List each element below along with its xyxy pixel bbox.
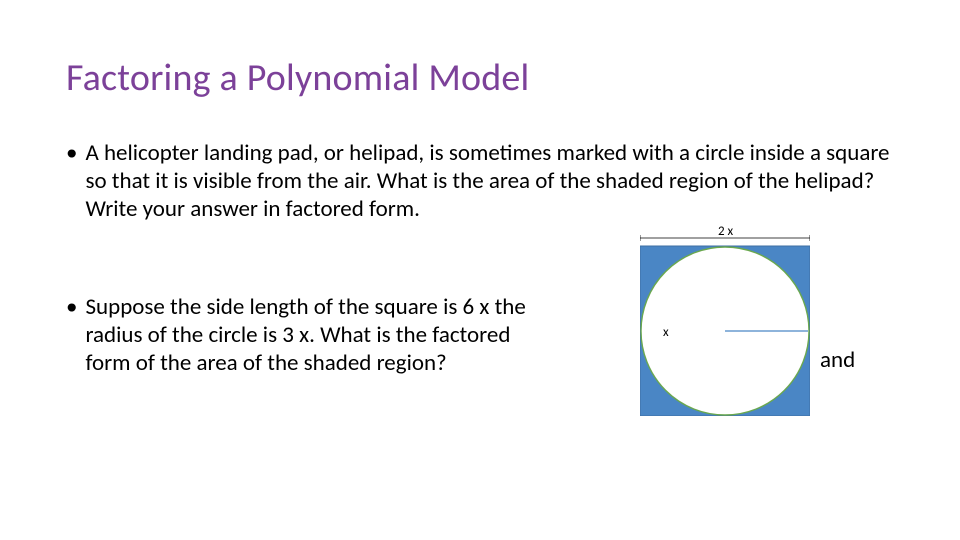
bullet-2-text: Suppose the side length of the square is…: [85, 293, 546, 377]
bullet-dot: •: [66, 139, 77, 223]
bullet-2: • Suppose the side length of the square …: [66, 293, 546, 377]
slide-title: Factoring a Polynomial Model: [66, 55, 894, 101]
bullet-1-text: A helicopter landing pad, or helipad, is…: [85, 139, 894, 223]
helipad-svg: [640, 232, 810, 416]
bullet-dot: •: [66, 293, 77, 377]
bullet-1: • A helicopter landing pad, or helipad, …: [66, 139, 894, 223]
diagram-radius-label: x: [663, 325, 669, 340]
bullet-2-trailing: and: [820, 346, 855, 374]
diagram-top-label: 2 x: [718, 224, 733, 239]
